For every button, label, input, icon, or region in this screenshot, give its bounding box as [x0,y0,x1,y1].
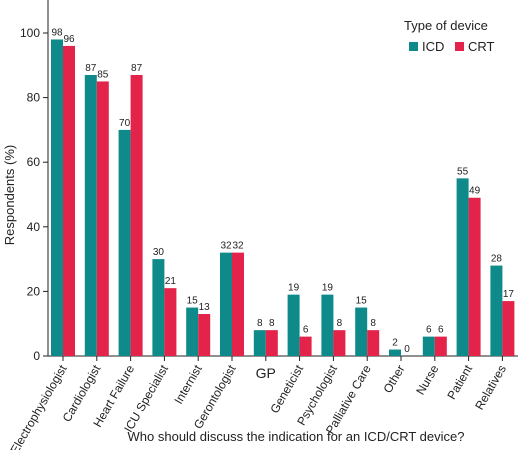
category-group: 8 8 GP [253,318,278,381]
bar-crt [468,197,481,356]
y-tick-label: 80 [27,91,41,105]
data-label-icd: 55 [457,166,469,177]
bar-icd [422,336,435,356]
bar-icd [220,252,232,356]
bar-icd [490,265,503,356]
data-label-icd: 2 [392,338,398,349]
category-group: 20 Other [380,338,410,396]
x-tick-label: Relatives [472,363,509,413]
x-tick-label: Other [380,363,407,396]
legend-label-crt: CRT [468,39,495,54]
bar-crt [232,252,244,356]
data-label-icd: 19 [288,283,300,294]
data-label-crt: 6 [303,325,309,336]
legend-title: Type of device [404,18,488,33]
bar-icd [118,129,131,356]
x-tick-label: Internist [171,362,205,407]
data-label-crt: 8 [337,318,343,329]
data-label-crt: 32 [232,241,244,252]
x-tick-label: GP [256,365,276,381]
y-tick-label: 40 [27,220,41,234]
data-label-crt: 87 [131,63,143,74]
bar-icd [186,307,199,356]
data-label-icd: 98 [51,27,63,38]
bar-crt [198,314,211,356]
legend: ICD CRT [409,39,495,54]
data-label-icd: 8 [257,318,263,329]
bar-icd [355,307,368,356]
data-label-crt: 8 [269,318,275,329]
bar-icd [152,259,165,356]
data-label-crt: 85 [97,69,109,80]
data-label-crt: 17 [503,289,515,300]
data-label-icd: 15 [187,296,199,307]
data-label-crt: 21 [165,276,177,287]
bar-crt [265,330,278,356]
x-tick-label: Patient [444,362,475,402]
legend-swatch-crt [455,42,464,51]
bar-icd [287,294,300,356]
bar-crt [299,336,312,356]
data-label-crt: 96 [63,34,75,45]
y-tick-label: 60 [27,155,41,169]
y-tick-label: 0 [33,349,40,363]
bar-crt [63,45,75,357]
data-label-crt: 8 [370,318,376,329]
bar-icd [51,39,63,357]
data-label-icd: 30 [153,247,165,258]
data-label-icd: 87 [85,63,97,74]
data-label-crt: 0 [404,344,410,355]
bar-crt [164,288,177,356]
y-axis-title: Respondents (%) [2,145,17,245]
data-label-icd: 70 [119,118,131,129]
legend-swatch-icd [409,42,418,51]
bar-icd [253,330,266,356]
data-label-icd: 6 [426,325,432,336]
data-label-crt: 13 [199,302,211,313]
data-label-icd: 19 [322,283,334,294]
bar-icd [321,294,334,356]
bar-crt [434,336,447,356]
bar-icd [389,349,401,356]
data-label-crt: 6 [438,325,444,336]
y-tick-label: 20 [27,284,41,298]
data-label-icd: 15 [356,296,368,307]
bar-crt [367,330,380,356]
bar-crt [130,74,143,357]
bar-icd [84,74,97,357]
legend-label-icd: ICD [422,39,444,54]
category-group: 6 6 Nurse [413,325,447,397]
bar-icd [456,178,469,356]
data-label-icd: 28 [491,254,503,265]
bar-crt [333,330,346,356]
data-label-icd: 32 [220,241,232,252]
data-label-crt: 49 [469,186,481,197]
x-axis-title: Who should discuss the indication for an… [128,429,465,444]
x-tick-label: Electrophysiologist [7,362,69,450]
bar-crt [502,301,515,356]
x-tick-label: Nurse [413,362,441,397]
y-tick-label: 100 [20,26,40,40]
bar-crt [96,81,109,356]
